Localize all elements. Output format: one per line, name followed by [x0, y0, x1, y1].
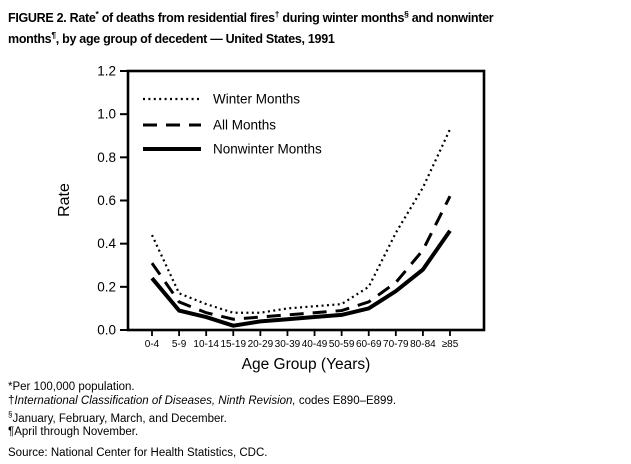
source-note: Source: National Center for Health Stati…	[8, 446, 268, 459]
legend-label: Winter Months	[213, 92, 300, 107]
series-all-months	[150, 195, 452, 321]
y-tick-label: 0.4	[97, 236, 116, 251]
x-tick-label: 0-4	[145, 339, 160, 350]
y-axis: 0.0 0.2 0.4 0.6 0.8 1.0 1.2	[97, 64, 128, 338]
fire-deaths-line-chart: 0.0 0.2 0.4 0.6 0.8 1.0 1.2 0-4 5-9 10-14 15-19 20-…	[56, 64, 486, 373]
x-tick-label: 20-29	[248, 339, 274, 350]
figure-title-line-2: months¶, by age group of decedent — Unit…	[8, 30, 335, 47]
x-tick-label: 15-19	[220, 339, 246, 350]
footnote: †International Classification of Disease…	[8, 394, 397, 407]
figure-title-line-1: FIGURE 2. Rate* of deaths from residenti…	[8, 9, 494, 26]
y-tick-label: 1.0	[97, 107, 116, 122]
x-tick-label: 60-69	[356, 339, 382, 350]
y-tick-label: 0.8	[97, 150, 116, 165]
x-axis: 0-4 5-9 10-14 15-19 20-29 30-39 40-49 50-59 60-6…	[145, 330, 459, 350]
y-tick-label: 1.2	[97, 64, 116, 79]
series-winter-months	[151, 128, 451, 314]
x-tick-label: 40-49	[302, 339, 328, 350]
figure-title: FIGURE 2. Rate* of deaths from residenti…	[8, 6, 628, 48]
series-nonwinter-months	[150, 229, 452, 328]
footnote: §January, February, March, and December.	[8, 410, 227, 425]
legend: Winter Months All Months Nonwinter Months	[143, 92, 322, 157]
x-tick-label: 5-9	[172, 339, 187, 350]
x-tick-label: 70-79	[383, 339, 409, 350]
footnote: *Per 100,000 population.	[8, 381, 135, 393]
x-tick-label: 10-14	[193, 339, 219, 350]
footnotes: *Per 100,000 population. †International …	[8, 381, 623, 460]
y-tick-label: 0.2	[97, 279, 116, 294]
x-tick-label: ≥85	[442, 339, 459, 350]
plot-border	[126, 69, 486, 332]
y-tick-label: 0.6	[97, 193, 116, 208]
x-tick-label: 80-84	[410, 339, 436, 350]
x-tick-label: 50-59	[329, 339, 355, 350]
legend-label: All Months	[213, 118, 276, 133]
legend-label: Nonwinter Months	[213, 142, 322, 157]
x-tick-label: 30-39	[275, 339, 301, 350]
x-axis-title: Age Group (Years)	[242, 356, 371, 373]
footnote: ¶April through November.	[8, 426, 139, 439]
y-axis-title: Rate	[56, 183, 73, 217]
y-tick-label: 0.0	[97, 323, 116, 338]
